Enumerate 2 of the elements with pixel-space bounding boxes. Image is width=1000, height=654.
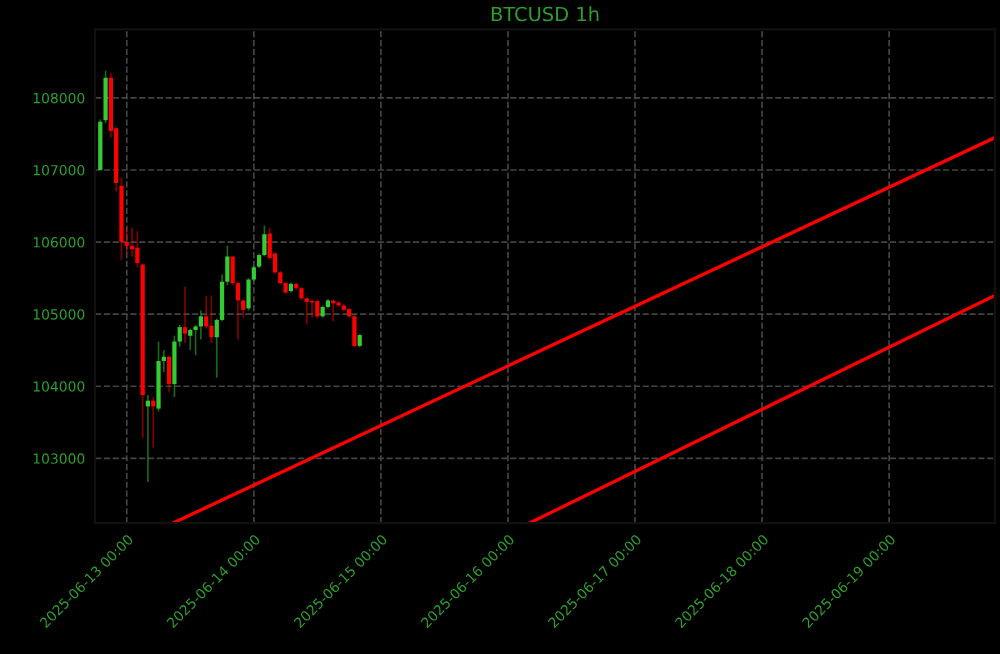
candlestick bbox=[230, 255, 235, 287]
chart-title: BTCUSD 1h bbox=[491, 6, 599, 22]
